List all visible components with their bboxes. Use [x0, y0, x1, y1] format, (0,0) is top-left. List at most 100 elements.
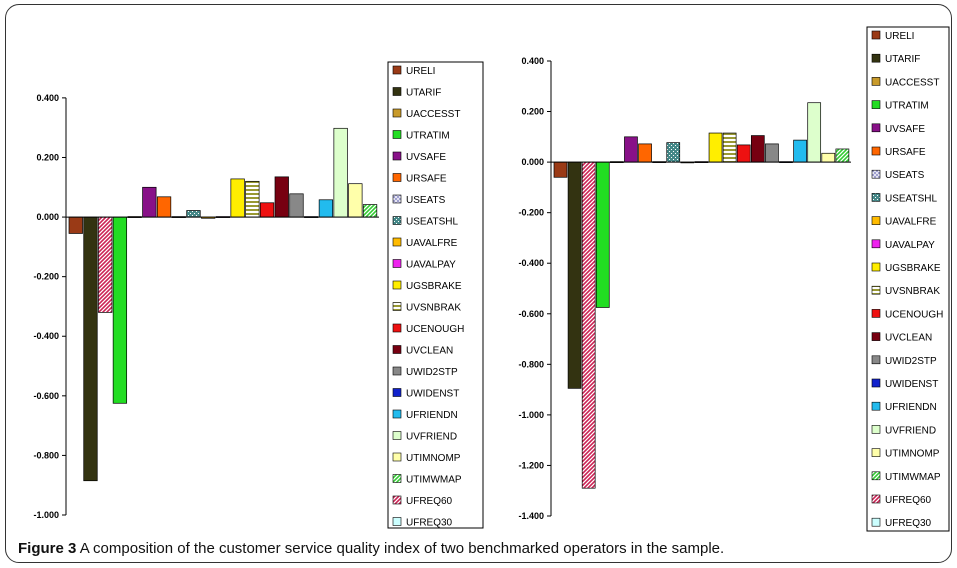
legend-label-utimnomp: UTIMNOMP	[406, 453, 461, 464]
y-tick-label: 0.400	[36, 93, 59, 103]
legend-label-uvsnbrak: UVSNBRAK	[885, 286, 940, 297]
bar-utratim	[595, 161, 610, 308]
figure-caption: Figure 3 A composition of the customer s…	[18, 540, 948, 557]
bar-ursafe	[156, 196, 172, 218]
legend-swatch-uavalfre	[392, 237, 402, 247]
bar-ufriendn	[318, 199, 334, 218]
chart-right: 0.400 0.200 0.000 -0.200 -0.400 -0.600 -0.800 -…	[518, 26, 950, 532]
y-tick-label: 0.000	[521, 157, 544, 167]
legend-swatch-utratim	[392, 130, 402, 139]
bar-ufreq60	[581, 161, 596, 489]
y-tick-label: 0.000	[36, 212, 59, 222]
bar-utarif	[567, 161, 582, 389]
bar-useatshl	[666, 142, 681, 163]
legend-swatch-uwid2stp	[871, 355, 881, 365]
bar-ursafe	[638, 143, 652, 163]
bar-uvsafe	[624, 136, 638, 163]
y-tick-label: -0.400	[518, 258, 544, 268]
legend-label-uaccesst: UACCESST	[885, 77, 939, 88]
y-tick-label: 0.200	[521, 107, 544, 117]
legend-swatch-uvsnbrak	[871, 285, 881, 295]
y-tick-label: -0.200	[33, 272, 59, 282]
bar-utimwmap	[362, 204, 378, 218]
legend-label-uavalpay: UAVALPAY	[885, 240, 935, 251]
legend-swatch-ufriendn	[871, 401, 881, 411]
legend-label-uvclean: UVCLEAN	[406, 346, 453, 357]
legend-swatch-ufreq30	[871, 517, 881, 527]
legend-label-uvsafe: UVSAFE	[406, 152, 446, 163]
legend-box	[387, 61, 484, 529]
bar-utimnomp	[821, 152, 836, 163]
legend-label-utratim: UTRATIM	[885, 101, 929, 112]
y-tick-label: -1.400	[518, 511, 544, 521]
bar-useatshl	[186, 210, 201, 218]
y-tick-label: -1.000	[518, 410, 544, 420]
bar-ucenough	[259, 202, 275, 218]
legend-swatch-useatshl	[392, 216, 402, 225]
legend-label-ursafe: URSAFE	[406, 174, 447, 185]
legend-label-ureli: URELI	[885, 31, 914, 42]
legend-swatch-uvsnbrak	[392, 302, 402, 311]
bar-uvsnbrak	[245, 180, 260, 218]
legend-label-utimwmap: UTIMWMAP	[885, 472, 941, 483]
legend-label-uwid2stp: UWID2STP	[406, 367, 458, 378]
bar-utarif	[83, 216, 98, 482]
legend-swatch-useatshl	[871, 193, 881, 202]
legend-label-uaccesst: UACCESST	[406, 109, 460, 120]
legend-label-ucenough: UCENOUGH	[885, 309, 943, 320]
legend-swatch-useats	[392, 194, 402, 204]
legend-label-ufreq30: UFREQ30	[406, 518, 453, 529]
legend-label-useats: USEATS	[406, 195, 446, 206]
legend-swatch-utratim	[871, 100, 881, 109]
bar-ucenough	[736, 144, 751, 163]
y-tick-label: -0.400	[33, 331, 59, 341]
legend-label-uvsnbrak: UVSNBRAK	[406, 303, 461, 314]
bar-uvsnbrak	[722, 132, 737, 163]
legend-label-uavalfre: UAVALFRE	[885, 217, 937, 228]
legend-label-ufriendn: UFRIENDN	[406, 410, 458, 421]
bar-ugsbrake	[708, 132, 723, 163]
legend-label-ufreq60: UFREQ60	[406, 496, 453, 507]
legend-label-ucenough: UCENOUGH	[406, 324, 464, 335]
legend-swatch-ufreq60	[871, 494, 881, 504]
legend-swatch-uvsafe	[871, 123, 881, 133]
legend-swatch-useats	[871, 169, 881, 179]
y-tick-label: -0.200	[518, 208, 544, 218]
legend-swatch-uvclean	[871, 332, 881, 341]
legend-swatch-ufreq30	[392, 517, 402, 526]
legend-label-utarif: UTARIF	[406, 88, 441, 99]
bar-uwid2stp	[765, 143, 779, 163]
bar-uwid2stp	[289, 193, 304, 218]
legend-swatch-uavalfre	[871, 216, 881, 225]
bar-uvfriend	[333, 127, 348, 218]
legend-swatch-ucenough	[871, 309, 881, 318]
legend-label-utarif: UTARIF	[885, 54, 920, 65]
legend-swatch-ureli	[871, 30, 881, 40]
y-tick-label: -0.800	[518, 359, 544, 369]
legend-label-uavalfre: UAVALFRE	[406, 238, 458, 249]
legend-swatch-ucenough	[392, 323, 402, 333]
y-tick-label: 0.400	[521, 56, 544, 66]
bar-uvfriend	[807, 102, 822, 163]
legend-swatch-uaccesst	[871, 77, 881, 86]
legend-label-ureli: URELI	[406, 66, 435, 77]
legend-swatch-ufreq60	[392, 495, 402, 505]
legend-label-utimnomp: UTIMNOMP	[885, 449, 940, 460]
caption-label: Figure 3	[18, 540, 77, 557]
bar-uvclean	[750, 135, 765, 163]
legend-label-ufreq30: UFREQ30	[885, 518, 932, 529]
legend-swatch-uwidenst	[871, 378, 881, 388]
legend-label-ugsbrake: UGSBRAKE	[406, 281, 462, 292]
legend-label-uwidenst: UWIDENST	[406, 389, 459, 400]
chart-left: 0.400 0.200 0.000 -0.200 -0.400 -0.600 -0.800 -…	[33, 61, 484, 529]
caption-text: A composition of the customer service qu…	[76, 540, 725, 557]
bar-ufriendn	[793, 139, 807, 163]
legend-swatch-ufriendn	[392, 409, 402, 419]
bar-uvsafe	[142, 186, 157, 218]
legend-swatch-ursafe	[871, 146, 881, 156]
bar-ureli	[68, 216, 83, 234]
legend-swatch-ugsbrake	[392, 280, 402, 290]
bar-uvclean	[274, 176, 289, 218]
legend-swatch-uwidenst	[392, 388, 402, 397]
legend-label-uvsafe: UVSAFE	[885, 124, 925, 135]
